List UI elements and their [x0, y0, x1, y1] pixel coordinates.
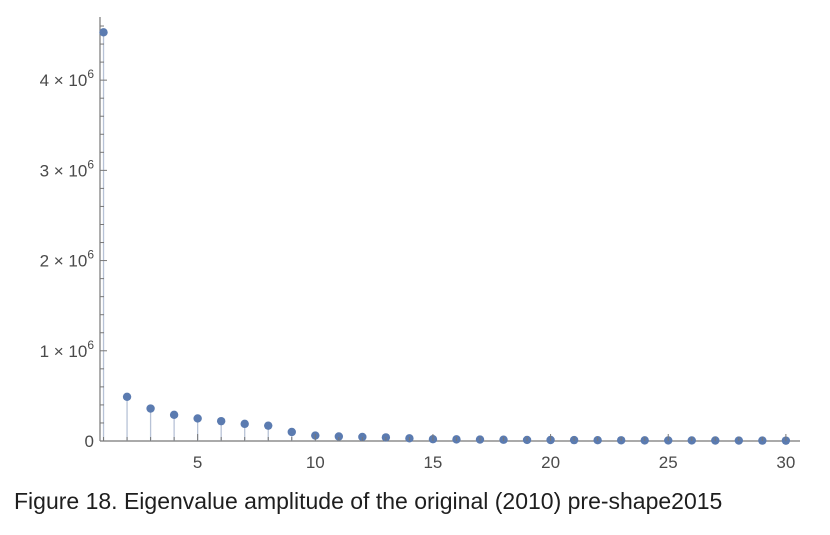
data-point [99, 28, 108, 37]
x-tick-label: 30 [776, 453, 795, 472]
data-point [287, 427, 296, 437]
x-tick-label: 10 [306, 453, 325, 472]
data-point [358, 432, 367, 442]
y-tick-label: 0 [85, 432, 94, 451]
stems [102, 32, 787, 441]
ticks: 5 10 15 20 25 30 0 1 × 106 2 × 106 3 × 106 4 × 106 [40, 25, 795, 472]
axes [99, 17, 800, 442]
data-point [146, 404, 155, 413]
x-tick-label: 15 [423, 453, 442, 472]
x-tick-label: 20 [541, 453, 560, 472]
data-point [264, 421, 273, 430]
y-tick-label: 1 × 106 [40, 338, 95, 361]
data-point [334, 432, 344, 441]
x-tick-label: 5 [193, 453, 202, 472]
data-point [122, 392, 132, 401]
y-tick-label: 3 × 106 [40, 157, 95, 180]
eigenvalue-chart: 5 10 15 20 25 30 0 1 × 106 2 × 106 3 × 106 4 × 106 [40, 17, 800, 472]
data-point [193, 414, 202, 423]
data-point [216, 416, 226, 426]
y-tick-label: 4 × 106 [40, 67, 95, 90]
data-points [99, 28, 791, 445]
figure-caption: Figure 18. Eigenvalue amplitude of the o… [14, 488, 723, 514]
y-tick-label: 2 × 106 [40, 248, 95, 271]
data-point [169, 410, 179, 420]
data-point [240, 419, 249, 429]
x-tick-label: 25 [659, 453, 678, 472]
